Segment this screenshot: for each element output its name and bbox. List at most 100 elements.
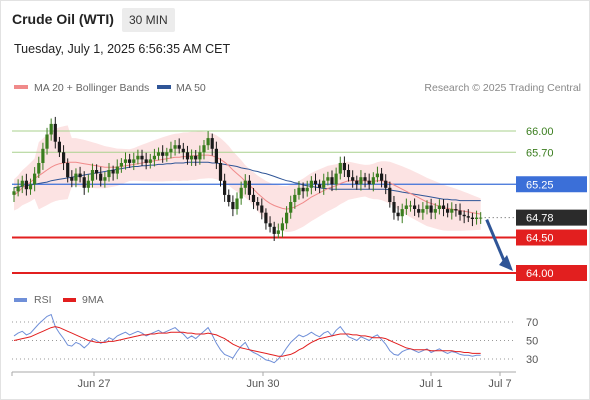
level-tag-64-00 xyxy=(516,265,587,281)
level-label-65-25: 65.25 xyxy=(526,179,554,191)
ma20-legend-label: MA 20 + Bollinger Bands xyxy=(34,82,149,94)
level-label-64-78: 64.78 xyxy=(526,213,554,225)
level-tag-64-78 xyxy=(516,209,587,226)
candle-body xyxy=(351,177,355,181)
rsi-ma-legend-swatch xyxy=(63,298,76,302)
candle-body xyxy=(342,163,346,171)
candle-body xyxy=(301,187,305,192)
candle-body xyxy=(115,166,119,174)
candle-body xyxy=(413,205,417,209)
candle-body xyxy=(45,134,49,149)
candle-body xyxy=(161,152,165,156)
rsi-panel: 70 50 30 xyxy=(12,313,538,366)
candle-body xyxy=(70,177,74,181)
forecast-arrow xyxy=(485,219,513,271)
candle-body xyxy=(450,209,454,213)
instrument-title: Crude Oil (WTI) xyxy=(12,11,114,27)
candle-body xyxy=(20,180,24,187)
candle-body xyxy=(136,155,140,160)
candle-body xyxy=(86,180,90,188)
candle-body xyxy=(408,205,413,207)
candle-body xyxy=(128,159,132,163)
candle-body xyxy=(359,177,363,185)
candle-body xyxy=(49,123,53,135)
candle-body xyxy=(90,170,95,181)
candle-body xyxy=(475,217,479,219)
level-label-65-70: 65.70 xyxy=(526,147,554,159)
candle-body xyxy=(148,159,152,163)
candle-body xyxy=(144,159,148,163)
candle-body xyxy=(446,209,450,213)
rsi-legend-label: RSI xyxy=(34,294,52,306)
candle-body xyxy=(210,138,214,149)
rsi-ma-line xyxy=(13,326,481,357)
candle-body xyxy=(326,177,330,181)
candle-body xyxy=(297,187,301,195)
candle-body xyxy=(177,145,181,149)
rsi-tick-50: 50 xyxy=(526,336,538,348)
candle-body xyxy=(185,152,190,160)
key-levels xyxy=(12,130,516,274)
rsi-line xyxy=(13,313,481,364)
candle-body xyxy=(388,187,392,202)
candle-body xyxy=(169,148,173,153)
level-tag-64-50 xyxy=(516,229,587,246)
candle-body xyxy=(371,177,375,185)
rsi-tick-30: 30 xyxy=(526,354,538,366)
candle-body xyxy=(132,159,136,163)
x-tick-label: Jun 27 xyxy=(77,378,110,390)
candle-body xyxy=(198,152,202,160)
candle-body xyxy=(458,210,462,215)
candle-body xyxy=(417,209,421,213)
forecast-arrow-head xyxy=(499,255,513,271)
level-label-64-00: 64.00 xyxy=(526,268,554,280)
candle-body xyxy=(107,170,111,178)
candle-body xyxy=(289,202,293,213)
candle-body xyxy=(384,180,388,188)
candle-body xyxy=(140,155,144,160)
candle-body xyxy=(462,214,466,217)
credit-label: Research © 2025 Trading Central xyxy=(424,82,581,94)
candle-body xyxy=(57,141,61,153)
candles xyxy=(12,116,483,241)
candle-body xyxy=(111,170,115,174)
candle-body xyxy=(181,148,185,153)
candle-body xyxy=(227,194,231,202)
candle-body xyxy=(285,212,289,224)
candle-body xyxy=(380,173,384,181)
x-tick-label: Jul 1 xyxy=(419,378,442,390)
candle-body xyxy=(66,163,70,178)
candle-body xyxy=(95,170,99,174)
candle-body xyxy=(231,202,235,210)
x-axis: Jun 27 Jun 30 Jul 1 Jul 7 xyxy=(11,372,512,390)
candle-body xyxy=(53,123,57,142)
candle-body xyxy=(214,148,218,163)
candle-body xyxy=(12,191,16,195)
candle-body xyxy=(123,159,128,163)
timeframe-badge[interactable]: 30 MIN xyxy=(122,8,175,32)
candle-body xyxy=(313,180,318,185)
candle-body xyxy=(293,194,297,202)
candle-body xyxy=(202,145,206,153)
candle-body xyxy=(41,148,45,163)
candle-body xyxy=(156,152,161,156)
candle-body xyxy=(190,155,194,160)
candle-body xyxy=(218,163,223,181)
x-tick-label: Jul 7 xyxy=(488,378,511,390)
candle-body xyxy=(173,145,177,149)
candle-body xyxy=(400,209,404,217)
ma50-legend-swatch xyxy=(157,85,171,89)
candle-body xyxy=(103,177,107,181)
candle-body xyxy=(165,152,169,156)
candle-body xyxy=(206,138,210,146)
ma20-legend-swatch xyxy=(14,85,28,89)
candle-body xyxy=(322,180,326,188)
candle-body xyxy=(33,173,37,185)
candle-body xyxy=(309,180,313,188)
candle-body xyxy=(119,163,123,167)
level-label-64-50: 64.50 xyxy=(526,233,554,245)
candle-body xyxy=(223,180,227,195)
candle-body xyxy=(78,173,82,178)
level-tag-65-25 xyxy=(516,176,587,193)
